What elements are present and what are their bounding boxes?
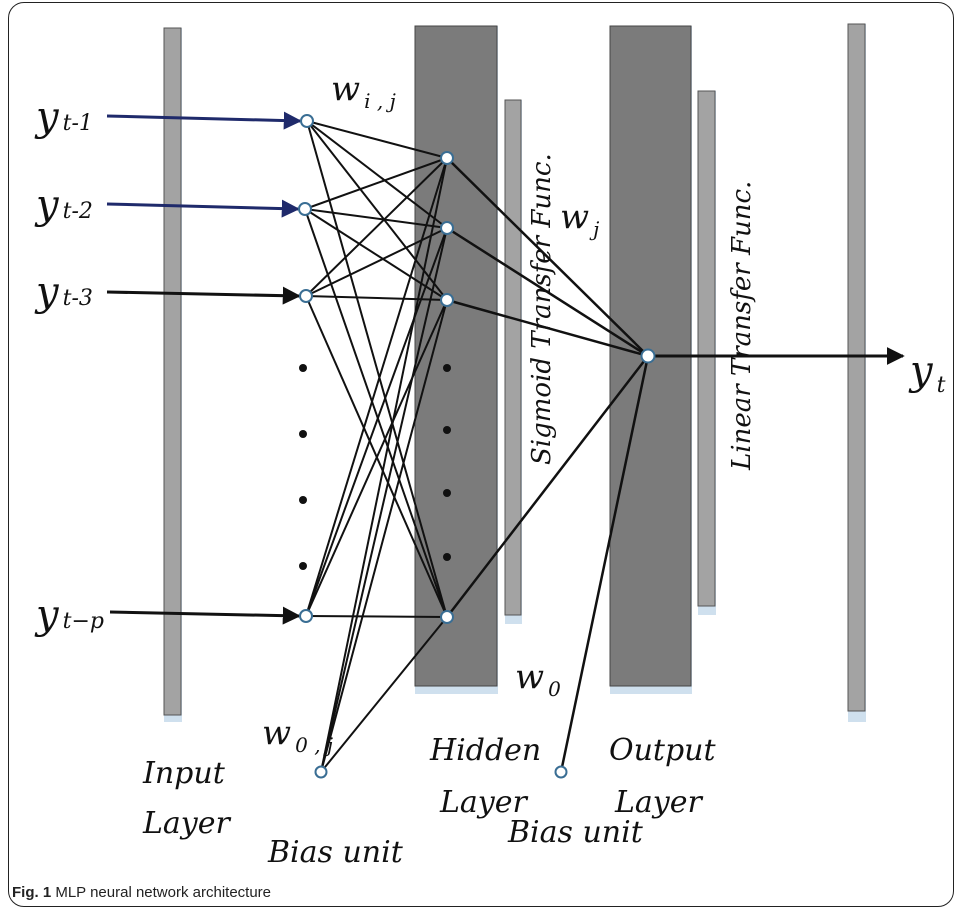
- layer-bars: [163, 23, 866, 722]
- hidden-node-3: [440, 293, 454, 307]
- bias-node-2: [554, 765, 568, 779]
- hidden-node-2: [440, 221, 454, 235]
- input-layer-label-line1: Input: [142, 756, 226, 791]
- input-arrows: [106, 111, 302, 625]
- bias-unit-label-1: Bias unit: [267, 835, 404, 870]
- hidden-ellipsis-dot: [443, 364, 451, 372]
- hidden-ellipsis-dot: [443, 426, 451, 434]
- hidden-ellipsis-dot: [443, 553, 451, 561]
- input-label-2: y t-2: [34, 182, 93, 228]
- ellipsis-dots: [299, 364, 451, 570]
- input-arrow-1: [106, 111, 302, 130]
- input-layer-label-line2: Layer: [142, 806, 232, 841]
- caption-text: MLP neural network architecture: [55, 884, 272, 901]
- input-label-1: y t-1: [34, 94, 93, 140]
- input-node-1: [300, 114, 314, 128]
- figure-frame: [8, 2, 954, 907]
- linear-bar: [697, 90, 716, 607]
- figure-caption: Fig. 1 MLP neural network architecture: [12, 884, 271, 901]
- input-label-3: y t-3: [34, 269, 93, 315]
- input-arrow-3: [106, 286, 301, 305]
- output-layer-label-line2: Layer: [614, 785, 704, 820]
- input-node-2: [298, 202, 312, 216]
- input-ellipsis-dot: [299, 496, 307, 504]
- input-label-p: y t−p: [34, 592, 104, 638]
- input-arrow-2: [106, 199, 300, 218]
- input-ellipsis-dot: [299, 562, 307, 570]
- input-node-3: [299, 289, 313, 303]
- sigmoid-label: Sigmoid Transfer Func.: [527, 153, 557, 465]
- input-ellipsis-dot: [299, 364, 307, 372]
- hidden-layer-bar: [414, 25, 498, 687]
- input-ellipsis-dot: [299, 430, 307, 438]
- output-node: [640, 348, 656, 364]
- bias-node-1: [314, 765, 328, 779]
- sigmoid-bar: [504, 99, 522, 616]
- input-layer-bar: [163, 27, 182, 716]
- linear-label: Linear Transfer Func.: [727, 181, 757, 471]
- hidden-node-1: [440, 151, 454, 165]
- hidden-node-n: [440, 610, 454, 624]
- caption-label: Fig. 1: [12, 884, 52, 901]
- hidden-ellipsis-dot: [443, 489, 451, 497]
- nodes: [298, 114, 656, 779]
- input-node-p: [299, 609, 313, 623]
- input-arrow-p: [109, 606, 301, 625]
- output-bar: [847, 23, 866, 712]
- connections: [304, 120, 650, 773]
- hidden-layer-label-line1: Hidden: [429, 733, 541, 768]
- output-layer-label-line1: Output: [609, 733, 716, 768]
- bias-unit-label-2: Bias unit: [507, 815, 644, 850]
- hidden-layer-label-line2: Layer: [439, 785, 529, 820]
